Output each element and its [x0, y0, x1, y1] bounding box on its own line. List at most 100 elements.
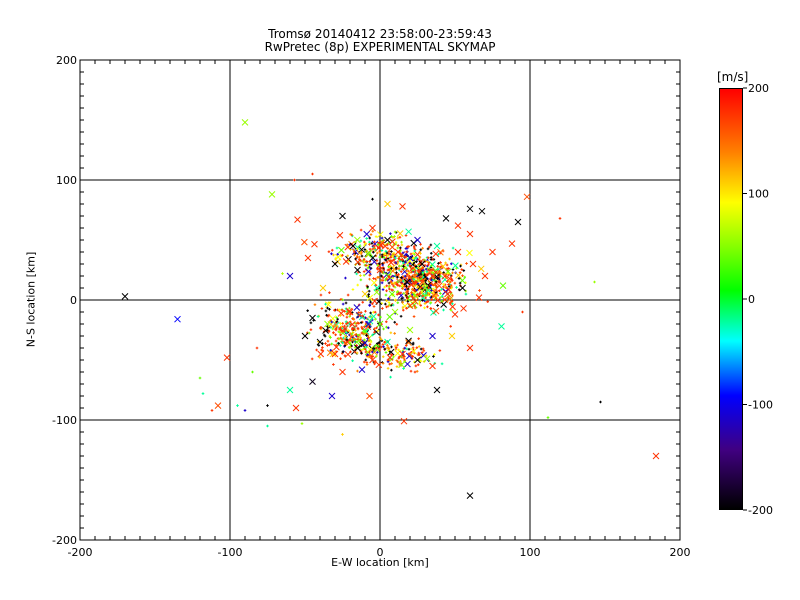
data-point: [423, 355, 431, 363]
x-tick-label: -200: [68, 546, 93, 559]
data-point: [370, 348, 373, 351]
data-point: [399, 279, 403, 282]
data-point: [357, 333, 360, 337]
data-point: [432, 307, 440, 315]
data-point: [354, 258, 362, 266]
data-point: [331, 327, 335, 331]
data-point: [363, 230, 371, 238]
data-point: [344, 301, 348, 305]
data-point: [336, 252, 340, 256]
data-point: [369, 311, 372, 315]
data-point: [395, 365, 399, 368]
data-point: [339, 368, 346, 376]
data-point: [354, 236, 361, 244]
data-point: [406, 326, 414, 334]
data-point: [318, 356, 322, 359]
data-point: [406, 254, 414, 262]
data-point: [342, 330, 346, 333]
data-point: [358, 340, 361, 343]
data-point: [370, 242, 374, 245]
data-point: [368, 277, 371, 281]
data-point: [301, 332, 309, 340]
data-point: [393, 320, 397, 324]
data-point: [423, 299, 426, 303]
data-point: [384, 258, 388, 262]
data-point: [360, 327, 364, 330]
data-point: [339, 322, 342, 325]
data-point: [402, 261, 405, 265]
data-point: [360, 331, 364, 335]
data-point: [429, 272, 436, 280]
data-point: [444, 298, 447, 302]
data-point: [346, 321, 350, 325]
data-point: [354, 266, 361, 274]
data-point: [364, 316, 367, 320]
data-point: [343, 354, 347, 358]
data-point: [385, 260, 389, 264]
data-point: [399, 350, 406, 358]
data-point: [315, 348, 318, 352]
data-point: [514, 218, 522, 226]
data-point: [352, 318, 356, 321]
data-point: [214, 402, 222, 409]
data-point: [403, 360, 407, 363]
data-point: [336, 317, 339, 321]
data-point: [403, 288, 407, 291]
data-point: [394, 299, 397, 302]
data-point: [405, 292, 409, 296]
data-point: [368, 247, 372, 251]
data-point: [439, 251, 442, 255]
data-point: [388, 303, 391, 307]
y-axis-label: N-S location [km]: [24, 251, 38, 348]
axis-ticks: [79, 59, 681, 541]
data-point: [406, 297, 409, 300]
data-point: [387, 259, 395, 267]
data-point: [333, 308, 336, 312]
data-point: [400, 255, 403, 258]
data-point: [390, 345, 393, 349]
data-point: [464, 292, 468, 296]
data-point: [427, 263, 430, 267]
data-point: [400, 243, 404, 247]
data-point: [404, 344, 408, 347]
data-point: [354, 252, 357, 255]
data-point: [446, 272, 450, 275]
data-point: [268, 191, 276, 198]
data-point: [339, 212, 346, 220]
data-point: [371, 333, 374, 337]
data-point: [395, 359, 399, 362]
data-point: [523, 193, 531, 201]
data-point: [329, 350, 337, 358]
data-point: [439, 292, 442, 295]
data-point: [374, 235, 378, 238]
data-point: [373, 247, 377, 250]
data-point: [478, 289, 481, 292]
data-point: [417, 337, 420, 340]
data-point: [430, 278, 433, 282]
data-point: [406, 300, 410, 303]
data-point: [331, 350, 339, 358]
data-point: [387, 326, 390, 330]
data-point: [316, 338, 324, 346]
data-point: [416, 278, 419, 282]
x-tick-label: 200: [670, 546, 691, 559]
data-point: [448, 301, 452, 305]
data-point: [406, 274, 414, 281]
data-point: [393, 344, 397, 348]
data-point: [377, 341, 381, 344]
data-point: [339, 336, 343, 340]
data-point: [429, 261, 436, 268]
data-point: [383, 285, 386, 289]
data-point: [380, 274, 383, 278]
data-point: [426, 267, 430, 270]
data-point: [412, 246, 416, 250]
data-point: [386, 367, 390, 370]
data-point: [335, 343, 338, 347]
data-point: [411, 355, 415, 358]
data-point: [368, 354, 371, 357]
data-point: [325, 313, 328, 317]
data-point: [373, 327, 376, 331]
data-point: [397, 273, 400, 276]
data-point: [405, 228, 412, 236]
chart-title: Tromsø 20140412 23:58:00-23:59:43: [268, 27, 492, 41]
